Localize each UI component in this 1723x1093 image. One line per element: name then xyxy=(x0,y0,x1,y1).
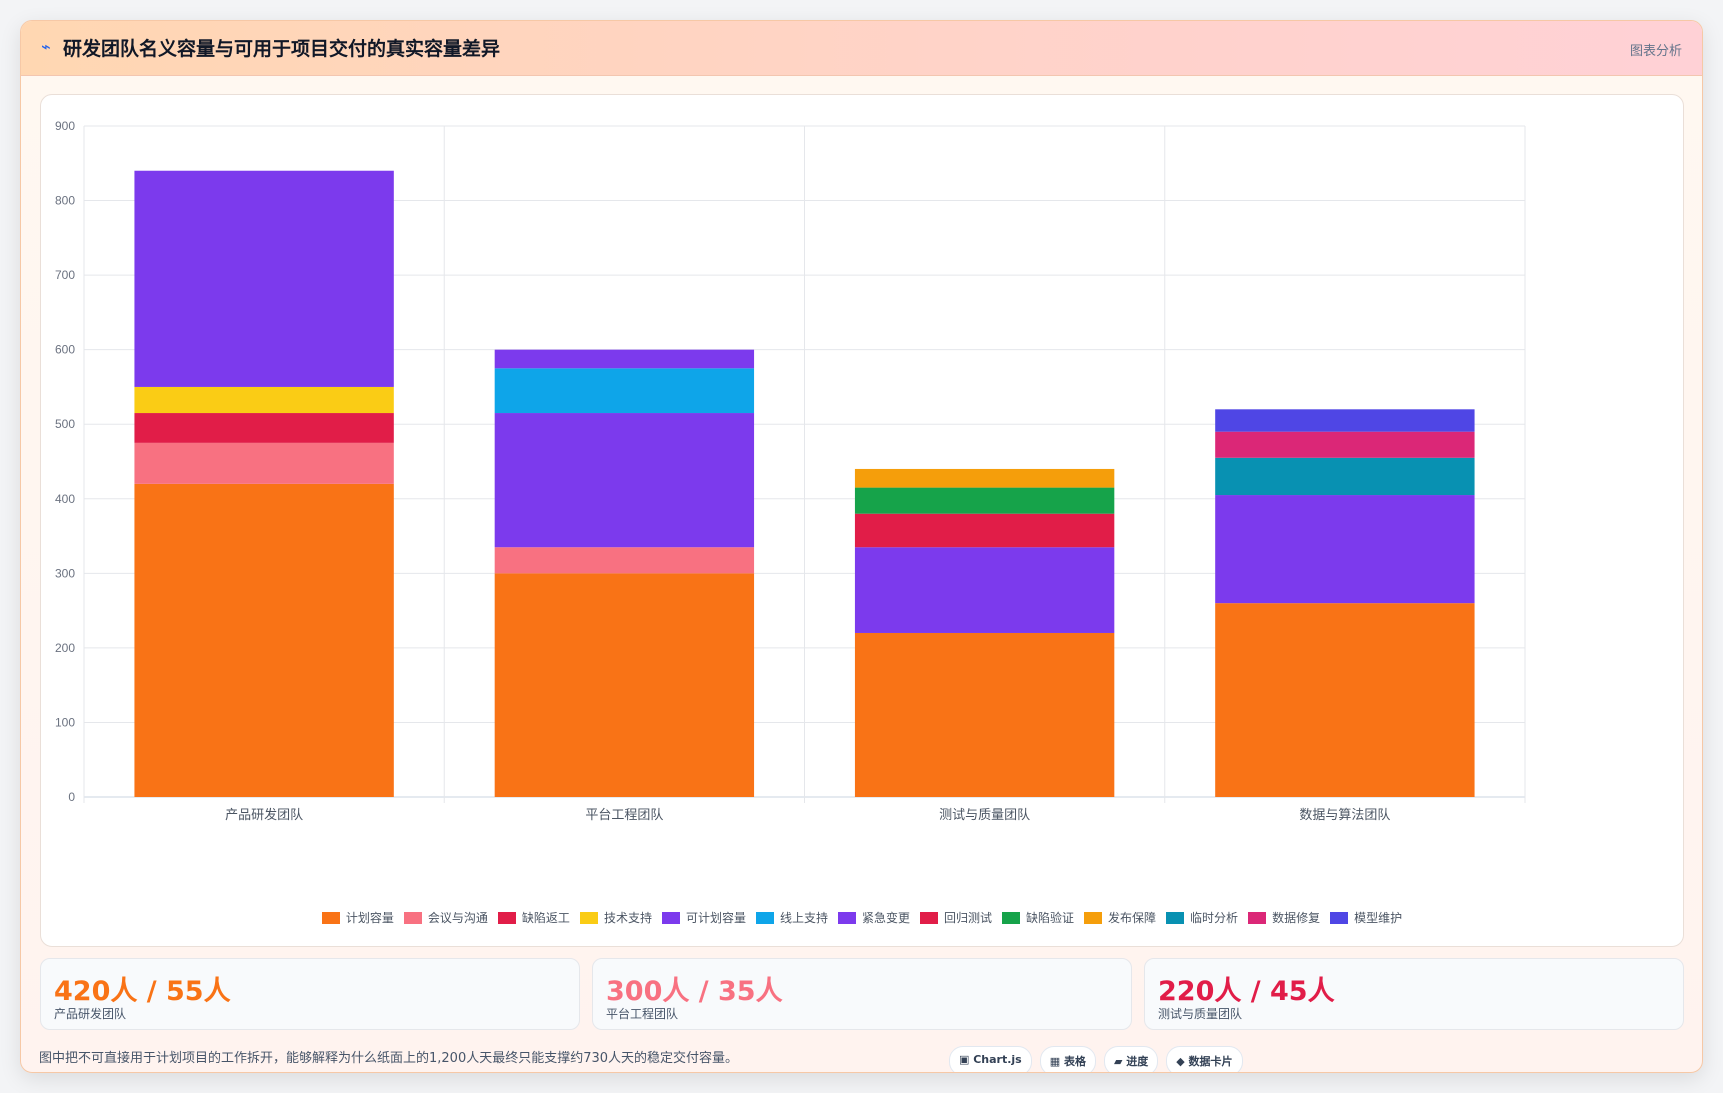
stat-label: 产品研发团队 xyxy=(54,1007,127,1021)
legend-label: 临时分析 xyxy=(1190,911,1239,925)
bar-segment xyxy=(854,468,1115,488)
legend-item[interactable]: 缺陷返工 xyxy=(497,909,570,926)
legend-item[interactable]: 模型维护 xyxy=(1330,909,1402,926)
bar-segment xyxy=(494,413,755,548)
chart-icon: ⌁ xyxy=(41,37,51,56)
bar-segment xyxy=(134,413,394,443)
bar-segment xyxy=(1215,495,1475,604)
stat-cards: 420人 / 55人 产品研发团队 300人 / 35人 平台工程团队 220人 / 4… xyxy=(40,958,1684,1030)
legend-swatch xyxy=(837,911,856,924)
legend-swatch xyxy=(1166,911,1185,924)
bar-segment xyxy=(494,573,755,797)
legend-item[interactable]: 计划容量 xyxy=(321,909,394,926)
y-tick-label: 0 xyxy=(68,790,75,804)
y-tick-label: 700 xyxy=(55,268,75,282)
legend-item[interactable]: 临时分析 xyxy=(1166,909,1238,926)
legend-label: 模型维护 xyxy=(1354,911,1403,925)
legend-label: 线上支持 xyxy=(779,911,828,925)
bar-segment xyxy=(854,632,1115,797)
y-tick-label: 600 xyxy=(55,343,75,357)
y-tick-label: 800 xyxy=(55,194,75,208)
legend-swatch xyxy=(1002,911,1021,924)
x-tick-label: 产品研发团队 xyxy=(225,807,303,822)
stat-card: 220人 / 45人 测试与质量团队 xyxy=(1144,958,1684,1030)
bar-segment xyxy=(854,487,1115,514)
bar-segment xyxy=(134,483,394,797)
legend-swatch xyxy=(1084,911,1103,924)
legend-item[interactable]: 可计划容量 xyxy=(661,909,746,926)
legend-swatch xyxy=(321,911,340,924)
tech-chip[interactable]: ◆ 数据卡片 xyxy=(1166,1046,1243,1072)
bar-segment xyxy=(1215,409,1475,432)
bar-segment xyxy=(494,368,755,414)
y-tick-label: 400 xyxy=(55,492,75,506)
chart-card: ⌁ 研发团队名义容量与可用于项目交付的真实容量差异 图表分析 0 100 200 30… xyxy=(20,20,1703,1073)
bar-segment xyxy=(854,513,1115,548)
bar-segment xyxy=(1215,603,1475,797)
legend-swatch xyxy=(579,911,598,924)
legend-label: 缺陷验证 xyxy=(1026,911,1075,925)
tech-chip[interactable]: ▣ Chart.js xyxy=(949,1046,1032,1072)
legend-label: 回归测试 xyxy=(944,911,993,925)
chart-area: 0 100 200 300 400 500 600 700 800 900 产品研发团队 平台工程团队… xyxy=(40,94,1684,947)
legend-item[interactable]: 线上支持 xyxy=(755,909,828,926)
legend-item[interactable]: 技术支持 xyxy=(579,909,652,926)
chart-legend: 计划容量 会议与沟通 缺陷返工 技术支持 可计划容量 线上支持 紧急变更 回归测试 缺陷验证 发布… xyxy=(41,909,1683,926)
stat-value: 420人 / 55人 xyxy=(54,976,231,1007)
bar-segment xyxy=(134,386,394,414)
page-title: 研发团队名义容量与可用于项目交付的真实容量差异 xyxy=(63,38,501,60)
y-tick-label: 500 xyxy=(55,417,75,431)
legend-swatch xyxy=(1330,911,1349,924)
tech-chips: ▣ Chart.js ▦ 表格 ▰ 进度 ◆ 数据卡片 xyxy=(949,1046,1243,1072)
legend-label: 计划容量 xyxy=(345,911,394,925)
legend-item[interactable]: 缺陷验证 xyxy=(1002,909,1074,926)
stacked-bar-chart: 0 100 200 300 400 500 600 700 800 900 产品研发团队 平台工程团队… xyxy=(55,119,1526,822)
x-tick-label: 数据与算法团队 xyxy=(1299,807,1390,822)
legend-swatch xyxy=(755,911,774,924)
legend-swatch xyxy=(497,911,516,924)
x-tick-label: 测试与质量团队 xyxy=(939,807,1030,822)
legend-swatch xyxy=(1248,911,1267,924)
legend-label: 数据修复 xyxy=(1272,911,1321,925)
y-tick-label: 900 xyxy=(55,119,75,133)
x-tick-label: 平台工程团队 xyxy=(585,807,663,822)
y-tick-label: 300 xyxy=(55,566,75,580)
y-tick-label: 200 xyxy=(55,641,75,655)
legend-swatch xyxy=(920,911,938,924)
legend-label: 紧急变更 xyxy=(861,911,910,925)
legend-swatch xyxy=(661,911,680,924)
tech-chip[interactable]: ▦ 表格 xyxy=(1039,1046,1096,1072)
legend-item[interactable]: 会议与沟通 xyxy=(403,909,488,926)
legend-item[interactable]: 紧急变更 xyxy=(837,909,910,926)
legend-label: 发布保障 xyxy=(1108,911,1157,925)
stat-value: 220人 / 45人 xyxy=(1158,976,1335,1007)
bar-segment xyxy=(134,170,394,387)
header-tag: 图表分析 xyxy=(1629,44,1682,59)
legend-swatch xyxy=(403,911,422,924)
bar-segment xyxy=(854,547,1115,633)
legend-label: 缺陷返工 xyxy=(521,911,570,925)
legend-item[interactable]: 发布保障 xyxy=(1084,909,1156,926)
y-tick-label: 100 xyxy=(55,715,75,729)
bar-segment xyxy=(1215,431,1475,458)
footer-note: 图中把不可直接用于计划项目的工作拆开，能够解释为什么纸面上的1,200人天最终只… xyxy=(39,1051,739,1066)
legend-label: 技术支持 xyxy=(603,911,652,925)
bar-segment xyxy=(494,349,755,369)
stat-label: 平台工程团队 xyxy=(606,1007,679,1021)
stat-card: 300人 / 35人 平台工程团队 xyxy=(592,958,1132,1030)
bar-segment xyxy=(494,547,755,574)
stat-label: 测试与质量团队 xyxy=(1158,1007,1243,1021)
bar-segment xyxy=(1215,457,1475,496)
bar-segment xyxy=(134,442,394,484)
legend-item[interactable]: 回归测试 xyxy=(920,909,992,926)
stat-value: 300人 / 35人 xyxy=(606,976,783,1007)
legend-label: 可计划容量 xyxy=(685,911,746,925)
card-header: ⌁ 研发团队名义容量与可用于项目交付的真实容量差异 图表分析 xyxy=(21,21,1702,76)
stat-card: 420人 / 55人 产品研发团队 xyxy=(40,958,580,1030)
tech-chip[interactable]: ▰ 进度 xyxy=(1103,1046,1159,1072)
legend-item[interactable]: 数据修复 xyxy=(1248,909,1320,926)
legend-label: 会议与沟通 xyxy=(427,911,488,925)
